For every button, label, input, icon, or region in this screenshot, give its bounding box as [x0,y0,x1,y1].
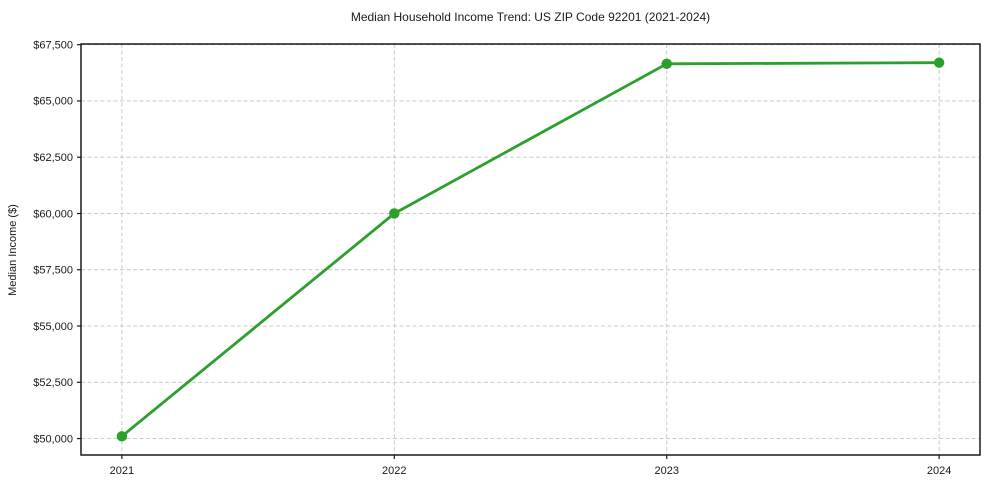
y-tick-label: $67,500 [33,39,73,51]
tick-label-layer: $50,000 $52,500 $55,000 $57,500 $60,000 $62,5… [33,39,951,477]
data-point [116,431,128,442]
plot-border [80,43,981,456]
y-tick-label: $50,000 [33,433,73,445]
y-tick-label: $60,000 [33,208,73,220]
y-axis-label: Median Income ($) [7,204,19,296]
data-point [389,208,400,219]
y-tick-label: $55,000 [33,321,73,333]
x-tick-label: 2023 [654,465,678,477]
series-layer [116,57,945,442]
y-tick-label: $57,500 [33,265,73,277]
x-tick-label: 2022 [382,465,406,477]
chart-title: Median Household Income Trend: US ZIP Co… [351,10,710,24]
data-point [661,58,672,70]
y-tick-label: $52,500 [33,377,73,389]
y-tick-label: $62,500 [33,152,73,164]
axes-layer [77,43,981,459]
x-tick-label: 2024 [927,465,951,477]
y-tick-label: $65,000 [33,96,73,108]
data-point [933,57,945,68]
trend-line [120,61,941,438]
grid-layer [81,44,980,455]
x-tick-label: 2021 [110,465,134,477]
